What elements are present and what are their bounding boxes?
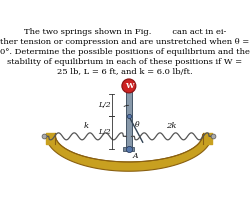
Circle shape <box>122 79 136 93</box>
Text: k: k <box>84 122 89 130</box>
Text: L/2: L/2 <box>98 101 110 109</box>
Text: The two springs shown in Fig.        can act in ei-: The two springs shown in Fig. can act in… <box>24 28 226 36</box>
Text: L/2: L/2 <box>98 129 110 137</box>
Text: ther tension or compression and are unstretched when θ =: ther tension or compression and are unst… <box>0 38 250 46</box>
Text: 2k: 2k <box>166 122 176 130</box>
Bar <box>126 89 132 149</box>
Text: W: W <box>124 82 133 90</box>
Text: A: A <box>133 152 138 160</box>
Polygon shape <box>46 135 212 171</box>
Text: θ: θ <box>135 121 140 129</box>
Text: 25 lb, L = 6 ft, and k = 6.0 lb/ft.: 25 lb, L = 6 ft, and k = 6.0 lb/ft. <box>57 68 193 76</box>
Text: 0°. Determine the possible positions of equilibrium and the: 0°. Determine the possible positions of … <box>0 48 250 56</box>
Bar <box>124 147 134 151</box>
Text: stability of equilibrium in each of these positions if W =: stability of equilibrium in each of thes… <box>8 58 242 66</box>
